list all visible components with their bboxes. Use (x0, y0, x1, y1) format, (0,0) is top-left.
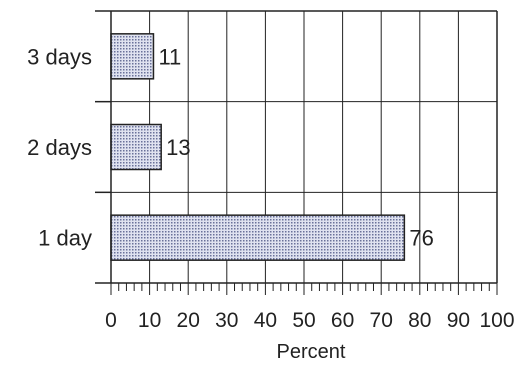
x-tick-label: 0 (105, 309, 117, 332)
x-tick-label: 30 (215, 309, 238, 332)
bar-value-label: 76 (409, 226, 433, 251)
labels: Percent 11 3 days 13 2 days 76 1 day 0 10 20 30 40… (27, 44, 514, 363)
bar-value-label: 11 (158, 44, 181, 69)
x-axis-title: Percent (277, 341, 346, 363)
bar-1-day (110, 214, 406, 261)
category-label: 2 days (27, 135, 92, 160)
x-tick-label: 100 (479, 309, 514, 332)
x-tick-label: 70 (370, 309, 393, 332)
x-tick-label: 80 (408, 309, 431, 332)
grid-lines (111, 11, 497, 283)
x-tick-label: 40 (254, 309, 277, 332)
bar-3-days (110, 33, 155, 80)
category-label: 3 days (27, 44, 92, 69)
plot-frame (95, 10, 498, 295)
x-tick-label: 50 (292, 309, 315, 332)
bars (110, 33, 406, 261)
x-tick-label: 20 (177, 309, 200, 332)
category-label: 1 day (38, 226, 92, 251)
x-tick-label: 10 (138, 309, 161, 332)
bar-2-days (110, 123, 162, 171)
x-tick-label: 60 (331, 309, 354, 332)
bar-value-label: 13 (166, 135, 190, 160)
x-tick-label: 90 (447, 309, 470, 332)
